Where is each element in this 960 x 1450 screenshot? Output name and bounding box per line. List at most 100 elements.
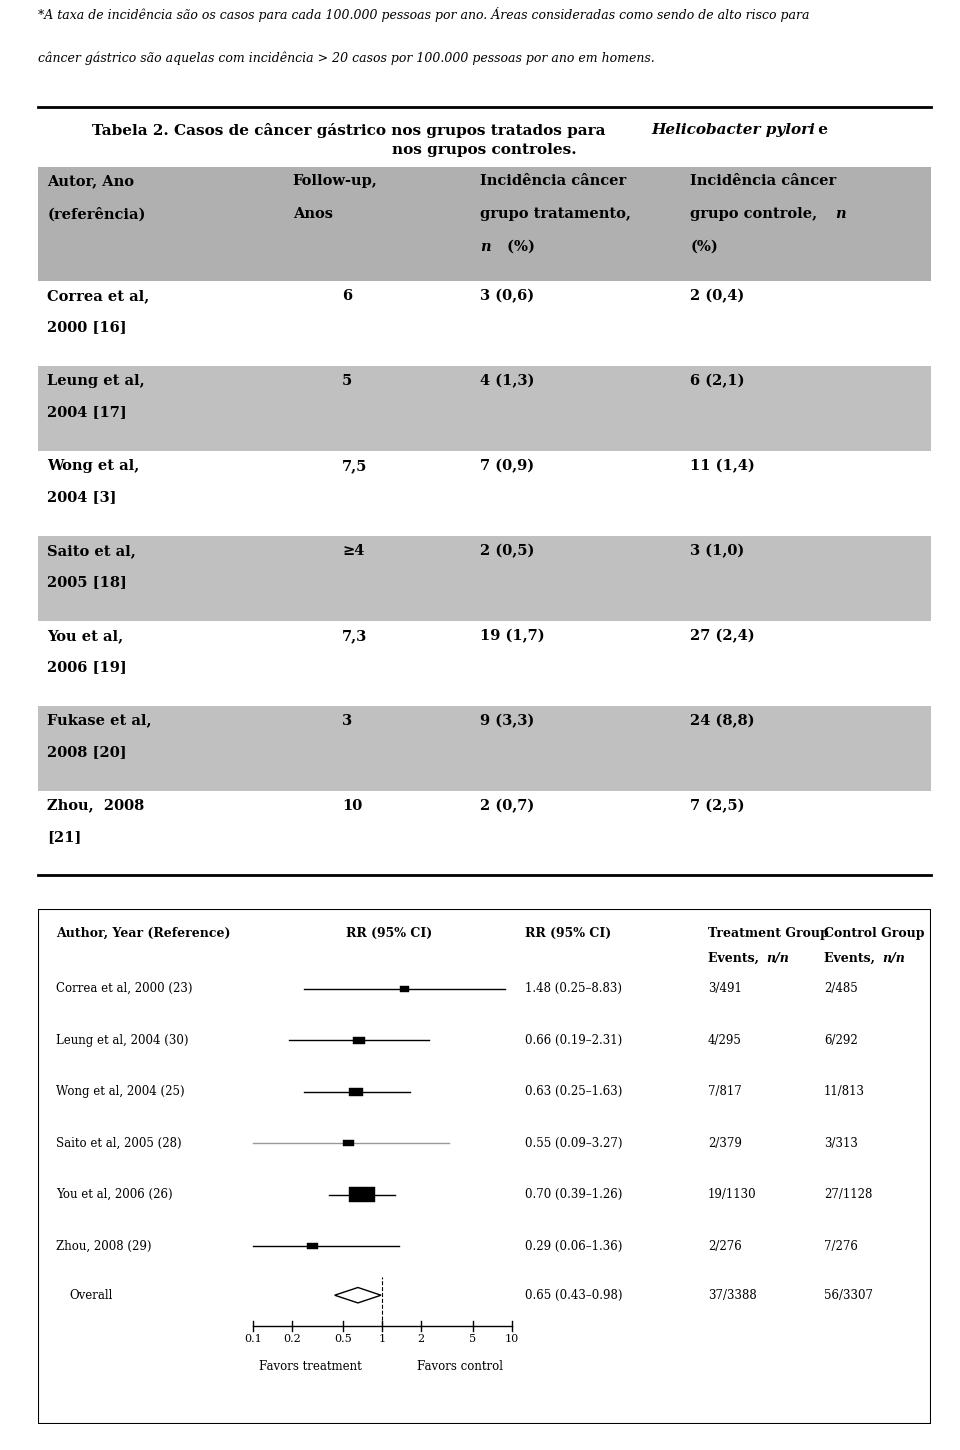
Text: 4 (1,3): 4 (1,3) xyxy=(480,374,535,389)
Text: 0.1: 0.1 xyxy=(244,1334,261,1344)
Text: 2008 [20]: 2008 [20] xyxy=(47,745,127,758)
Text: You et al, 2006 (26): You et al, 2006 (26) xyxy=(57,1188,173,1201)
Text: 0.66 (0.19–2.31): 0.66 (0.19–2.31) xyxy=(525,1034,622,1047)
Text: 6 (2,1): 6 (2,1) xyxy=(690,374,745,389)
Bar xyxy=(38,790,931,876)
Text: ≥4: ≥4 xyxy=(342,544,365,558)
Text: [21]: [21] xyxy=(47,829,82,844)
Text: 5: 5 xyxy=(342,374,352,389)
Text: Fukase et al,: Fukase et al, xyxy=(47,713,152,728)
Text: 7 (2,5): 7 (2,5) xyxy=(690,799,745,813)
Text: Correa et al,: Correa et al, xyxy=(47,289,150,303)
Text: 2/379: 2/379 xyxy=(708,1137,742,1150)
Text: 2006 [19]: 2006 [19] xyxy=(47,660,127,674)
Text: Saito et al,: Saito et al, xyxy=(47,544,136,558)
Text: 3/313: 3/313 xyxy=(824,1137,858,1150)
Bar xyxy=(38,367,931,451)
Text: 2000 [16]: 2000 [16] xyxy=(47,320,127,335)
Text: 11 (1,4): 11 (1,4) xyxy=(690,460,755,473)
Text: 6: 6 xyxy=(342,289,352,303)
Text: 2005 [18]: 2005 [18] xyxy=(47,576,128,589)
Bar xyxy=(344,1140,353,1147)
Text: 7/276: 7/276 xyxy=(824,1240,858,1253)
Text: 0.55 (0.09–3.27): 0.55 (0.09–3.27) xyxy=(525,1137,622,1150)
Text: RR (95% CI): RR (95% CI) xyxy=(347,927,433,940)
Text: 10: 10 xyxy=(504,1334,518,1344)
Text: 2 (0,5): 2 (0,5) xyxy=(480,544,535,558)
Text: 3/491: 3/491 xyxy=(708,982,742,995)
Text: Zhou, 2008 (29): Zhou, 2008 (29) xyxy=(57,1240,152,1253)
Text: 2/276: 2/276 xyxy=(708,1240,742,1253)
Text: Helicobacter pylori: Helicobacter pylori xyxy=(651,123,815,138)
Text: 2 (0,7): 2 (0,7) xyxy=(480,799,535,813)
Text: 7,3: 7,3 xyxy=(342,629,368,642)
Text: Leung et al,: Leung et al, xyxy=(47,374,145,389)
Text: 1: 1 xyxy=(378,1334,386,1344)
Text: câncer gástrico são aquelas com incidência > 20 casos por 100.000 pessoas por an: câncer gástrico são aquelas com incidênc… xyxy=(38,51,655,65)
Bar xyxy=(38,167,931,281)
Text: 9 (3,3): 9 (3,3) xyxy=(480,713,535,728)
Text: Incidência câncer: Incidência câncer xyxy=(480,174,627,188)
Text: Treatment Group: Treatment Group xyxy=(708,927,828,940)
Text: Wong et al,: Wong et al, xyxy=(47,460,139,473)
Bar xyxy=(38,621,931,706)
Text: 0.70 (0.39–1.26): 0.70 (0.39–1.26) xyxy=(525,1188,622,1201)
Text: 56/3307: 56/3307 xyxy=(824,1289,873,1302)
Text: 7,5: 7,5 xyxy=(342,460,368,473)
Text: 3 (0,6): 3 (0,6) xyxy=(480,289,535,303)
Text: Anos: Anos xyxy=(293,207,333,220)
Bar xyxy=(307,1243,318,1250)
Bar xyxy=(38,706,931,790)
Text: 24 (8,8): 24 (8,8) xyxy=(690,713,755,728)
Text: Control Group: Control Group xyxy=(824,927,924,940)
Text: 10: 10 xyxy=(342,799,362,812)
Bar xyxy=(348,1188,375,1202)
Text: (%): (%) xyxy=(690,239,718,254)
Text: nos grupos controles.: nos grupos controles. xyxy=(393,144,577,158)
Text: n/n: n/n xyxy=(882,951,905,964)
Text: 2004 [17]: 2004 [17] xyxy=(47,405,127,419)
Text: 11/813: 11/813 xyxy=(824,1085,865,1098)
Text: 2 (0,4): 2 (0,4) xyxy=(690,289,744,303)
Text: 0.2: 0.2 xyxy=(283,1334,300,1344)
Text: 27 (2,4): 27 (2,4) xyxy=(690,629,755,642)
Text: RR (95% CI): RR (95% CI) xyxy=(525,927,612,940)
Text: Correa et al, 2000 (23): Correa et al, 2000 (23) xyxy=(57,982,193,995)
Text: You et al,: You et al, xyxy=(47,629,124,642)
Text: 3 (1,0): 3 (1,0) xyxy=(690,544,744,558)
Text: 4/295: 4/295 xyxy=(708,1034,742,1047)
Text: Saito et al, 2005 (28): Saito et al, 2005 (28) xyxy=(57,1137,181,1150)
Text: 0.63 (0.25–1.63): 0.63 (0.25–1.63) xyxy=(525,1085,622,1098)
Text: Autor, Ano: Autor, Ano xyxy=(47,174,134,188)
Text: (%): (%) xyxy=(502,239,535,254)
Text: 0.29 (0.06–1.36): 0.29 (0.06–1.36) xyxy=(525,1240,622,1253)
Text: e: e xyxy=(813,123,828,138)
Text: grupo tratamento,: grupo tratamento, xyxy=(480,207,632,220)
Text: Favors control: Favors control xyxy=(417,1360,503,1373)
Text: Events,: Events, xyxy=(824,951,879,964)
Text: 7 (0,9): 7 (0,9) xyxy=(480,460,535,473)
Text: Follow-up,: Follow-up, xyxy=(293,174,377,188)
Text: *A taxa de incidência são os casos para cada 100.000 pessoas por ano. Áreas cons: *A taxa de incidência são os casos para … xyxy=(38,7,810,22)
Text: 19/1130: 19/1130 xyxy=(708,1188,756,1201)
Text: Events,: Events, xyxy=(708,951,763,964)
Text: 1.48 (0.25–8.83): 1.48 (0.25–8.83) xyxy=(525,982,622,995)
Text: 37/3388: 37/3388 xyxy=(708,1289,756,1302)
Text: Leung et al, 2004 (30): Leung et al, 2004 (30) xyxy=(57,1034,189,1047)
Bar xyxy=(38,536,931,621)
Bar xyxy=(38,281,931,367)
Text: n: n xyxy=(480,239,491,254)
Text: 5: 5 xyxy=(469,1334,476,1344)
Text: Favors treatment: Favors treatment xyxy=(259,1360,362,1373)
Text: (referência): (referência) xyxy=(47,207,146,222)
Bar xyxy=(38,451,931,536)
Bar xyxy=(348,1088,364,1096)
Text: Tabela 2. Casos de câncer gástrico nos grupos tratados para: Tabela 2. Casos de câncer gástrico nos g… xyxy=(92,123,611,138)
Text: 2: 2 xyxy=(418,1334,424,1344)
Polygon shape xyxy=(335,1288,381,1304)
Bar xyxy=(352,1037,365,1044)
Text: Incidência câncer: Incidência câncer xyxy=(690,174,836,188)
Text: 7/817: 7/817 xyxy=(708,1085,742,1098)
Text: Zhou,  2008: Zhou, 2008 xyxy=(47,799,145,812)
Bar xyxy=(399,986,409,992)
